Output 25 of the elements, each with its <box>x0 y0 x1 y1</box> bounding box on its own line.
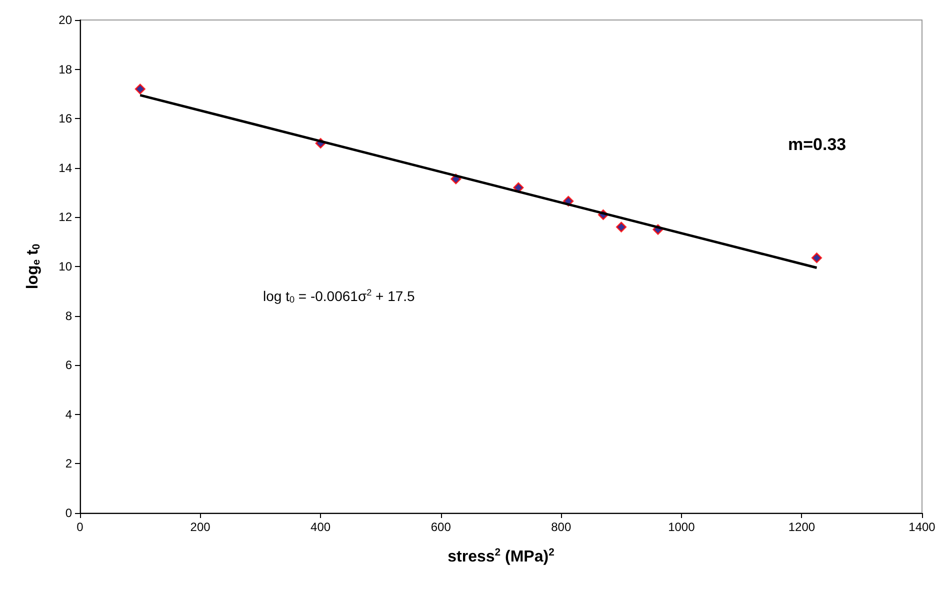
x-tick-label: 200 <box>190 520 211 534</box>
y-tick-label: 12 <box>58 210 72 224</box>
x-tick-label: 400 <box>310 520 331 534</box>
y-tick-label: 20 <box>58 13 72 27</box>
x-tick-label: 600 <box>430 520 452 534</box>
annotation: m=0.33 <box>788 135 846 154</box>
y-tick-label: 18 <box>58 62 72 76</box>
x-tick-label: 0 <box>76 520 84 534</box>
y-tick-label: 10 <box>58 260 72 274</box>
point <box>513 182 524 193</box>
x-tick-label: 1400 <box>908 520 936 534</box>
x-tick-label: 1000 <box>668 520 696 534</box>
x-tick-label: 800 <box>551 520 572 534</box>
point <box>134 84 146 94</box>
y-axis-title: loge t0 <box>24 244 42 290</box>
y-tick-label: 6 <box>65 358 72 372</box>
x-tick-label: 1200 <box>788 520 816 534</box>
point <box>616 222 627 232</box>
y-tick-label: 8 <box>65 308 72 323</box>
y-tick-label: 0 <box>65 506 72 520</box>
y-tick-label: 2 <box>65 456 72 471</box>
y-tick-label: 14 <box>58 160 72 175</box>
y-tick-label: 16 <box>58 112 72 126</box>
y-tick-label: 4 <box>65 407 72 422</box>
point <box>812 252 822 264</box>
